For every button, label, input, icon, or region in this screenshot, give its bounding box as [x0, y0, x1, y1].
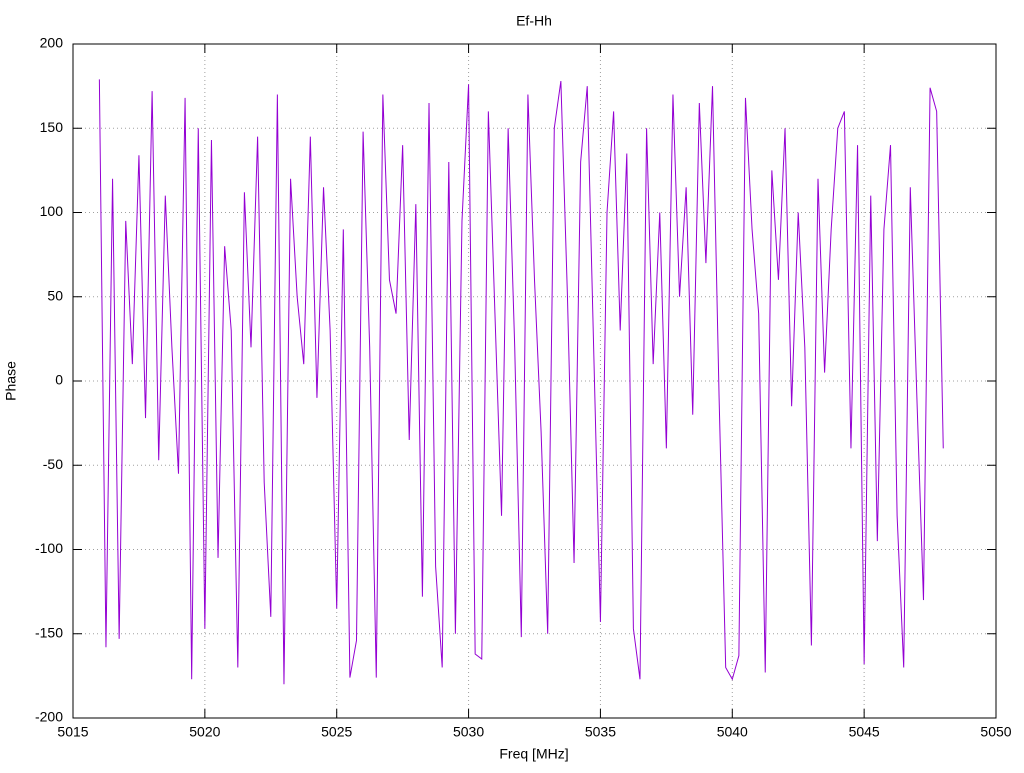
- y-tick-label: -50: [43, 456, 63, 472]
- y-tick-label: 150: [40, 119, 64, 135]
- y-tick-label: 200: [40, 35, 64, 51]
- x-tick-label: 5025: [321, 724, 352, 740]
- x-tick-label: 5050: [980, 724, 1011, 740]
- data-line: [98, 79, 944, 685]
- y-tick-label: -200: [35, 709, 63, 725]
- x-tick-label: 5040: [717, 724, 748, 740]
- y-axis-label: Phase: [3, 361, 19, 401]
- y-tick-label: -150: [35, 624, 63, 640]
- x-tick-label: 5015: [57, 724, 88, 740]
- y-tick-label: 50: [47, 287, 63, 303]
- x-tick-label: 5030: [453, 724, 484, 740]
- plot-border: [72, 43, 997, 719]
- x-tick-label: 5045: [849, 724, 880, 740]
- y-tick-label: -100: [35, 540, 63, 556]
- chart-title: Ef-Hh: [516, 13, 552, 29]
- x-tick-label: 5020: [189, 724, 220, 740]
- y-tick-label: 100: [40, 203, 64, 219]
- x-axis-label: Freq [MHz]: [499, 746, 568, 762]
- x-tick-label: 5035: [585, 724, 616, 740]
- y-tick-label: 0: [55, 372, 63, 388]
